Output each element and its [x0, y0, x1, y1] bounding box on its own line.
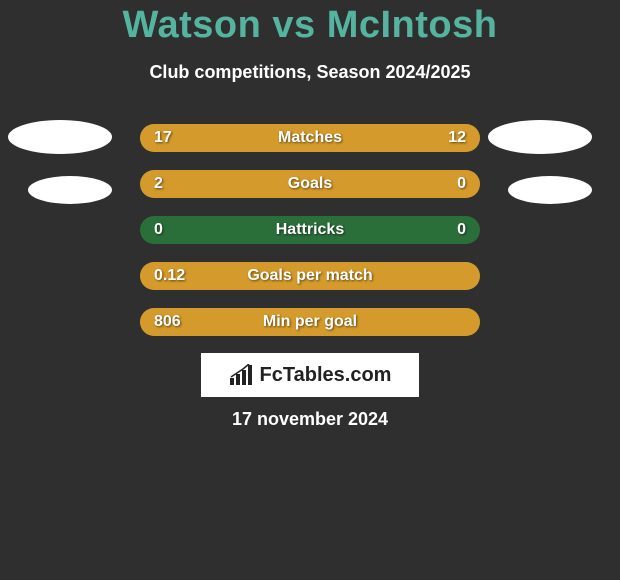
stat-right-value: 0: [457, 170, 466, 198]
snapshot-date: 17 november 2024: [0, 409, 620, 430]
stat-row: 0Hattricks0: [140, 216, 480, 244]
stat-row: 806Min per goal: [140, 308, 480, 336]
stat-label: Goals per match: [140, 262, 480, 290]
stat-row: 0.12Goals per match: [140, 262, 480, 290]
chart-canvas: Watson vs McIntosh Club competitions, Se…: [0, 0, 620, 580]
stat-label: Hattricks: [140, 216, 480, 244]
stat-label: Matches: [140, 124, 480, 152]
stat-right-value: 12: [448, 124, 466, 152]
chart-subtitle: Club competitions, Season 2024/2025: [0, 62, 620, 83]
decorative-ellipse: [508, 176, 592, 204]
chart-title: Watson vs McIntosh: [0, 4, 620, 47]
decorative-ellipse: [488, 120, 592, 154]
stat-row: 17Matches12: [140, 124, 480, 152]
stat-row: 2Goals0: [140, 170, 480, 198]
stat-label: Min per goal: [140, 308, 480, 336]
stat-label: Goals: [140, 170, 480, 198]
decorative-ellipse: [8, 120, 112, 154]
stat-right-value: 0: [457, 216, 466, 244]
fctables-logo: FcTables.com: [201, 353, 419, 397]
decorative-ellipse: [28, 176, 112, 204]
logo-text: FcTables.com: [260, 364, 392, 387]
bar-chart-icon: [229, 364, 255, 386]
